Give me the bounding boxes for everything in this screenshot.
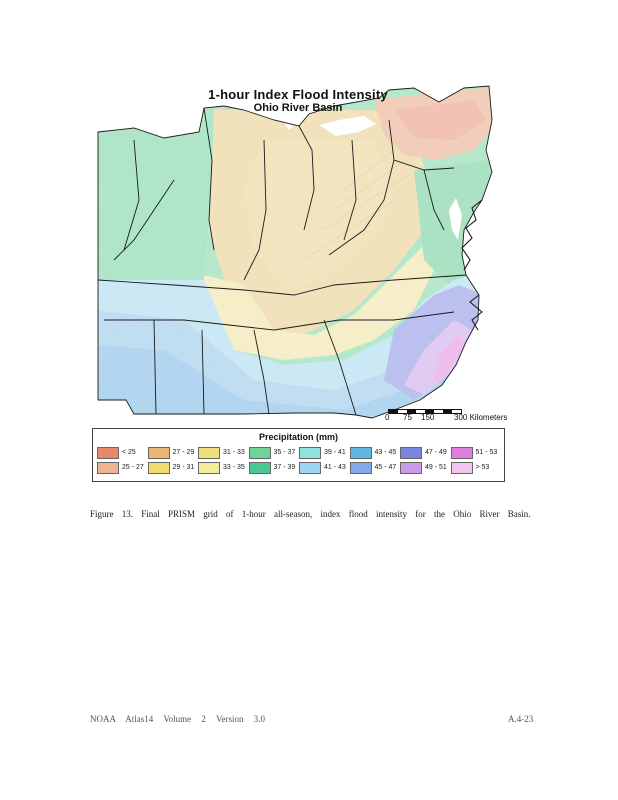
legend-swatch [248, 446, 271, 459]
legend-swatch [299, 446, 321, 459]
map-svg [97, 85, 493, 419]
legend-label: 35 - 37 [273, 449, 296, 456]
figure-caption: Figure 13. Final PRISM grid of 1-hour al… [90, 509, 531, 519]
legend-item: 49 - 51 [400, 461, 451, 474]
legend-item: 37 - 39 [248, 461, 300, 474]
legend-item: 31 - 33 [198, 446, 249, 459]
legend-swatch [97, 461, 119, 474]
legend-item: 39 - 41 [299, 446, 350, 459]
legend-swatch [450, 446, 473, 459]
legend-swatch [198, 461, 220, 474]
legend-swatch [198, 446, 220, 459]
legend-item: > 53 [450, 461, 502, 474]
footer-publication: NOAA Atlas14 Volume 2 Version 3.0 [90, 714, 266, 724]
footer-page-number: A.4-23 [508, 714, 534, 724]
legend-label: < 25 [122, 449, 136, 456]
legend-item: 35 - 37 [248, 446, 300, 459]
legend-swatch [97, 446, 119, 459]
legend-swatch [147, 461, 170, 474]
legend-title: Precipitation (mm) [258, 432, 338, 442]
coastline [461, 199, 483, 331]
legend-label: 25 - 27 [122, 464, 144, 471]
scale-label: 150 [421, 413, 435, 422]
legend-item: < 25 [97, 446, 148, 459]
legend-item: 43 - 45 [349, 446, 401, 459]
legend-swatch [248, 461, 271, 474]
legend-item: 45 - 47 [349, 461, 401, 474]
scale-label: 0 [385, 413, 390, 422]
legend-item: 25 - 27 [97, 461, 148, 474]
scale-bar: 0 75 150 300 Kilometers [384, 406, 524, 424]
legend-label: > 53 [475, 464, 490, 471]
legend-item: 27 - 29 [147, 446, 199, 459]
legend-label: 31 - 33 [223, 449, 245, 456]
map-legend: Precipitation (mm) < 25 27 - 29 31 - 33 35 … [92, 428, 505, 482]
scale-label: 300 Kilometers [454, 413, 508, 422]
legend-item: 33 - 35 [198, 461, 249, 474]
state-borders [97, 85, 493, 419]
legend-swatch [349, 461, 372, 474]
legend-label: 33 - 35 [223, 464, 245, 471]
legend-label: 29 - 31 [172, 464, 195, 471]
legend-label: 37 - 39 [273, 464, 296, 471]
legend-swatch [400, 461, 422, 474]
legend-item: 41 - 43 [299, 461, 350, 474]
legend-label: 39 - 41 [324, 449, 346, 456]
legend-item: 51 - 53 [450, 446, 502, 459]
lake-erie [319, 116, 376, 136]
scale-line [388, 409, 462, 414]
legend-label: 49 - 51 [425, 464, 447, 471]
legend-label: 43 - 45 [374, 449, 397, 456]
legend-swatch [450, 461, 473, 474]
legend-swatch [349, 446, 372, 459]
legend-swatch [147, 446, 170, 459]
lake-michigan [269, 90, 306, 130]
legend-label: 45 - 47 [374, 464, 397, 471]
legend-label: 51 - 53 [475, 449, 498, 456]
legend-swatch [400, 446, 422, 459]
precipitation-map [94, 80, 502, 425]
legend-swatch [299, 461, 321, 474]
legend-label: 47 - 49 [425, 449, 447, 456]
legend-item: 47 - 49 [400, 446, 451, 459]
legend-label: 41 - 43 [324, 464, 346, 471]
legend-item: 29 - 31 [147, 461, 199, 474]
legend-grid: < 25 27 - 29 31 - 33 35 - 37 39 - 41 43 - 45 4… [97, 446, 502, 474]
chesapeake-bay [449, 198, 462, 240]
map-title: 1-hour Index Flood Intensity [208, 87, 388, 102]
scale-label: 75 [403, 413, 412, 422]
map-subtitle: Ohio River Basin [253, 102, 343, 114]
legend-label: 27 - 29 [172, 449, 195, 456]
